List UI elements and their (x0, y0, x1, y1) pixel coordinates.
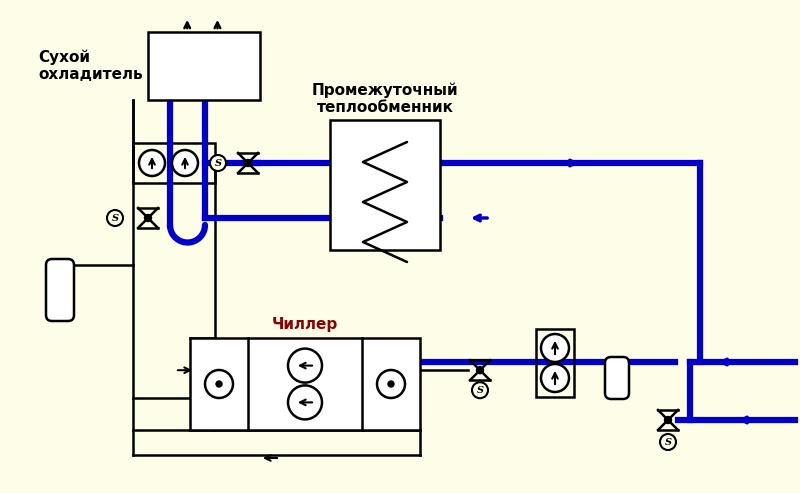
Circle shape (377, 370, 405, 398)
FancyBboxPatch shape (605, 357, 629, 399)
Circle shape (139, 150, 165, 176)
Circle shape (660, 434, 676, 450)
Text: Сухой
охладитель: Сухой охладитель (38, 50, 143, 82)
Bar (536, 329, 574, 397)
Circle shape (288, 386, 322, 420)
Circle shape (205, 370, 233, 398)
Text: S: S (665, 438, 671, 447)
Text: Промежуточный
теплообменник: Промежуточный теплообменник (312, 82, 458, 115)
Circle shape (288, 349, 322, 383)
Text: S: S (214, 159, 222, 168)
Circle shape (107, 210, 123, 226)
Circle shape (172, 150, 198, 176)
Text: S: S (477, 386, 483, 395)
Circle shape (472, 382, 488, 398)
Text: Чиллер: Чиллер (272, 317, 338, 332)
Circle shape (145, 214, 151, 221)
Bar (190, 338, 420, 430)
Bar (148, 32, 260, 100)
Circle shape (216, 381, 222, 387)
FancyBboxPatch shape (46, 259, 74, 321)
Circle shape (541, 334, 569, 362)
Text: S: S (111, 214, 118, 223)
Circle shape (665, 417, 671, 423)
Bar (133, 143, 215, 183)
Bar (330, 120, 440, 250)
Circle shape (541, 364, 569, 392)
Circle shape (210, 155, 226, 171)
Circle shape (477, 367, 483, 374)
Circle shape (388, 381, 394, 387)
Circle shape (245, 160, 251, 167)
